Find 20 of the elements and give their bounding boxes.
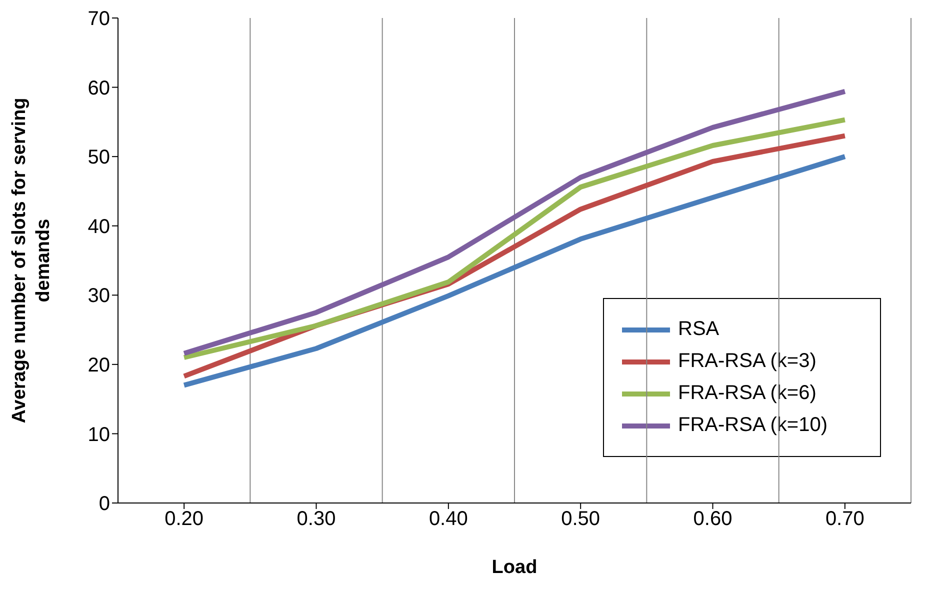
y-tick-label: 70 (88, 8, 110, 30)
legend-label: RSA (678, 318, 720, 341)
legend-label: FRA-RSA (k=6) (678, 382, 816, 405)
y-tick-label: 40 (88, 216, 110, 238)
y-axis-title: Average number of slots for serving demands (9, 98, 54, 424)
legend-label: FRA-RSA (k=10) (678, 414, 828, 437)
y-tick-label: 10 (88, 424, 110, 446)
x-axis-title: Load (492, 557, 538, 578)
x-tick-label: 0.30 (296, 508, 336, 530)
x-tick-label: 0.60 (693, 508, 732, 530)
y-tick-label: 0 (98, 493, 110, 516)
x-tick-label: 0.20 (164, 508, 204, 530)
x-tick-label: 0.50 (561, 508, 600, 530)
y-tick-label: 50 (88, 146, 110, 169)
x-tick-label: 0.40 (428, 508, 468, 530)
y-tick-label: 60 (88, 77, 110, 100)
y-tick-label: 20 (88, 354, 110, 377)
legend-label: FRA-RSA (k=3) (678, 350, 816, 373)
y-tick-label: 30 (88, 285, 110, 308)
x-tick-label: 0.70 (825, 508, 864, 530)
